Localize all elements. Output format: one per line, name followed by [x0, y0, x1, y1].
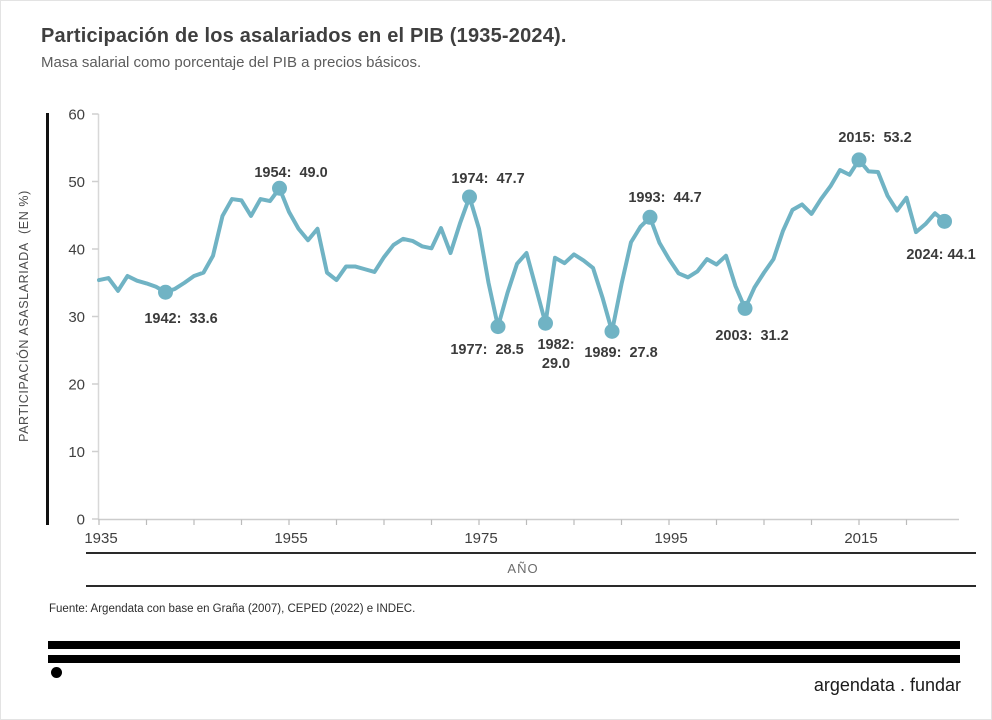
brand-logo: argendata . fundar	[813, 675, 961, 695]
data-point-marker	[642, 209, 658, 225]
data-point-marker	[490, 319, 506, 335]
data-point-marker	[462, 189, 477, 205]
annotation-label: 2015: 53.2	[838, 130, 911, 146]
data-point-marker	[937, 213, 952, 229]
x-tick-label: 1995	[654, 530, 687, 547]
x-tick-label: 1935	[84, 530, 117, 547]
x-tick-label: 1955	[274, 530, 307, 547]
annotation-label: 2024: 44.1	[906, 247, 975, 263]
annotation-label: 29.0	[542, 356, 570, 372]
series-line	[97, 157, 947, 334]
data-point-marker	[158, 284, 173, 300]
x-tick-label: 2015	[844, 530, 877, 547]
footer-bar-bottom	[48, 655, 960, 663]
x-tick-label: 1975	[464, 530, 497, 547]
y-tick-label: 30	[68, 309, 85, 326]
data-point-marker	[851, 152, 867, 168]
footer-dot	[51, 667, 62, 678]
y-tick-label: 20	[68, 377, 85, 394]
y-axis-accent-bar	[46, 113, 49, 525]
annotation-label: 1993: 44.7	[628, 190, 701, 206]
annotation-label: 1977: 28.5	[450, 342, 523, 358]
x-axis-separator-top	[86, 552, 976, 554]
y-tick-label: 50	[68, 174, 85, 191]
y-tick-label: 0	[77, 512, 85, 529]
annotation-label: 1989: 27.8	[584, 345, 657, 361]
annotation-label: 1974: 47.7	[451, 171, 524, 187]
chart-svg: 0 10 20 30 40 50 60 1935 1955 1975 1995 2015 1942: 3…	[68, 107, 975, 548]
page-subtitle: Masa salarial como porcentaje del PIB a …	[41, 54, 422, 71]
annotation-label: 1942: 33.6	[144, 311, 217, 327]
data-point-marker	[272, 180, 287, 196]
data-point-marker	[737, 300, 753, 316]
y-tick-label: 60	[68, 107, 85, 124]
data-point-marker	[604, 323, 620, 339]
annotation-label: 2003: 31.2	[715, 328, 788, 344]
x-axis-separator-bottom	[86, 585, 976, 587]
y-tick-label: 10	[68, 444, 85, 461]
data-point-marker	[538, 315, 553, 331]
page-title: Participación de los asalariados en el P…	[41, 25, 567, 47]
source-note: Fuente: Argendata con base en Graña (200…	[49, 603, 416, 615]
annotation-label: 1982:	[537, 337, 574, 353]
footer-bar-top	[48, 641, 960, 649]
x-axis-title: AÑO	[507, 561, 539, 576]
annotation-label: 1954: 49.0	[254, 165, 327, 181]
y-tick-label: 40	[68, 242, 85, 259]
